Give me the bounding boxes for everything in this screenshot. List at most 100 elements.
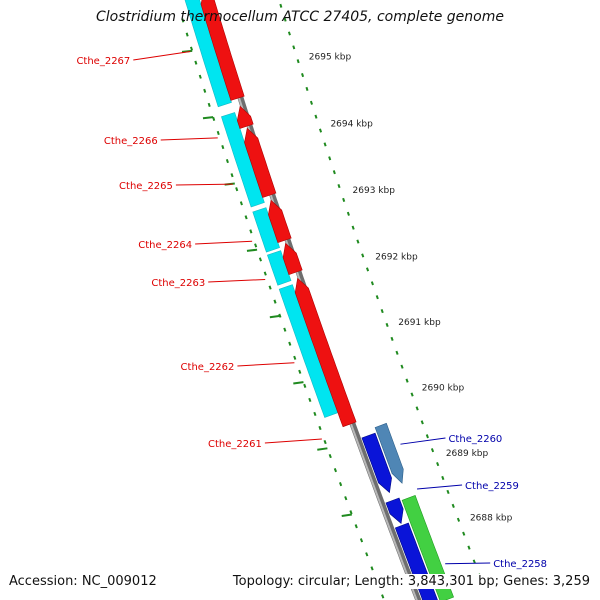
major-tick-mark — [317, 447, 328, 451]
gene-labels: Cthe_2267 Cthe_2266 Cthe_2265 Cthe_2264 Cthe… — [76, 50, 547, 570]
reverse-gene-arrow — [200, 0, 245, 101]
tick-mark — [309, 100, 313, 105]
forward-gene-arrow — [385, 497, 404, 524]
tick-mark — [273, 299, 277, 304]
tick-mark — [356, 239, 360, 244]
tick-mark — [203, 88, 207, 93]
tick-mark — [441, 475, 445, 481]
tick-mark — [194, 60, 198, 65]
tick-mark — [351, 225, 355, 230]
tick-mark — [258, 257, 262, 262]
tick-mark — [375, 295, 379, 300]
tick-mark — [425, 434, 429, 439]
tick-mark — [287, 31, 291, 36]
tick-mark — [467, 545, 471, 550]
tick-mark — [354, 524, 358, 529]
scale-label: 2692 kbp — [375, 252, 418, 262]
tick-mark — [451, 503, 455, 508]
gene-label-cthe_2265: Cthe_2265 — [119, 181, 173, 192]
tick-mark — [400, 364, 404, 369]
tick-mark — [207, 102, 211, 107]
tick-mark — [296, 59, 300, 64]
reverse-gene-arrow — [294, 277, 357, 428]
tick-mark — [298, 369, 302, 374]
forward-cds-segment — [401, 495, 454, 600]
scale-label: 2691 kbp — [398, 318, 441, 328]
tick-mark — [190, 46, 194, 51]
tick-mark — [430, 448, 435, 453]
tick-mark — [405, 378, 409, 383]
gene-label-leader — [237, 362, 295, 367]
tick-mark — [337, 183, 341, 189]
gene-label-cthe_2258: Cthe_2258 — [493, 559, 547, 570]
tick-mark — [308, 397, 312, 403]
feature-tracks — [184, 0, 454, 600]
tick-mark — [395, 350, 399, 355]
forward-gene-arrow — [361, 432, 392, 494]
tick-mark — [381, 594, 385, 599]
gene-label-cthe_2259: Cthe_2259 — [465, 481, 519, 492]
scale-label: 2688 kbp — [470, 514, 513, 524]
gene-label-leader — [445, 562, 491, 565]
scale-label: 2690 kbp — [422, 383, 465, 393]
tick-mark — [221, 144, 225, 150]
reverse-cds-segment — [221, 112, 265, 208]
tick-mark — [359, 538, 364, 543]
tick-mark — [346, 211, 350, 216]
tick-mark — [370, 281, 374, 286]
major-tick-mark — [341, 513, 352, 517]
tick-mark — [254, 243, 258, 248]
tick-mark — [181, 18, 185, 23]
tick-mark — [344, 496, 348, 501]
tick-mark — [239, 201, 243, 206]
gene-label-leader — [417, 484, 463, 490]
tick-mark — [385, 322, 389, 328]
accession-text: Accession: NC_009012 — [7, 574, 159, 589]
gene-label-cthe_2262: Cthe_2262 — [181, 362, 235, 373]
tick-mark — [293, 355, 297, 360]
tick-mark — [244, 215, 248, 220]
tick-mark — [332, 170, 336, 175]
reverse-gene-arrow — [268, 199, 292, 243]
tick-mark — [263, 271, 267, 276]
gene-label-cthe_2267: Cthe_2267 — [76, 56, 130, 67]
tick-mark — [283, 327, 287, 332]
tick-mark — [301, 73, 305, 78]
gene-label-leader — [133, 50, 191, 61]
reverse-gene-arrow — [244, 127, 277, 198]
tick-mark — [365, 552, 369, 557]
tick-mark — [235, 187, 239, 192]
tick-mark — [415, 406, 419, 411]
tick-mark — [333, 468, 337, 473]
tick-mark — [230, 173, 234, 178]
reverse-gene-arrow — [236, 105, 254, 129]
gene-label-leader — [264, 438, 322, 444]
major-tick-mark — [269, 314, 281, 319]
gene-label-cthe_2261: Cthe_2261 — [208, 439, 262, 450]
tick-mark — [292, 45, 296, 50]
tick-mark — [472, 559, 476, 564]
tick-mark — [328, 453, 332, 459]
tick-mark — [338, 482, 343, 487]
tick-mark — [323, 142, 327, 147]
major-tick-mark — [202, 116, 214, 120]
tick-mark — [436, 462, 440, 467]
tick-mark — [303, 383, 307, 388]
tick-mark — [185, 32, 189, 37]
tick-mark — [288, 341, 292, 346]
tick-mark — [279, 3, 283, 8]
tick-mark — [319, 128, 323, 133]
gene-label-leader — [195, 240, 253, 245]
reverse-cds-segment — [267, 250, 292, 286]
tick-mark — [212, 116, 216, 122]
map-title: Clostridium thermocellum ATCC 27405, com… — [96, 9, 504, 25]
tick-mark — [305, 86, 309, 91]
tick-mark — [283, 17, 287, 22]
tick-mark — [198, 74, 202, 79]
gene-label-cthe_2264: Cthe_2264 — [138, 240, 192, 251]
scale-label: 2695 kbp — [309, 52, 352, 62]
tick-mark — [370, 566, 374, 571]
major-tick-mark — [293, 381, 304, 385]
